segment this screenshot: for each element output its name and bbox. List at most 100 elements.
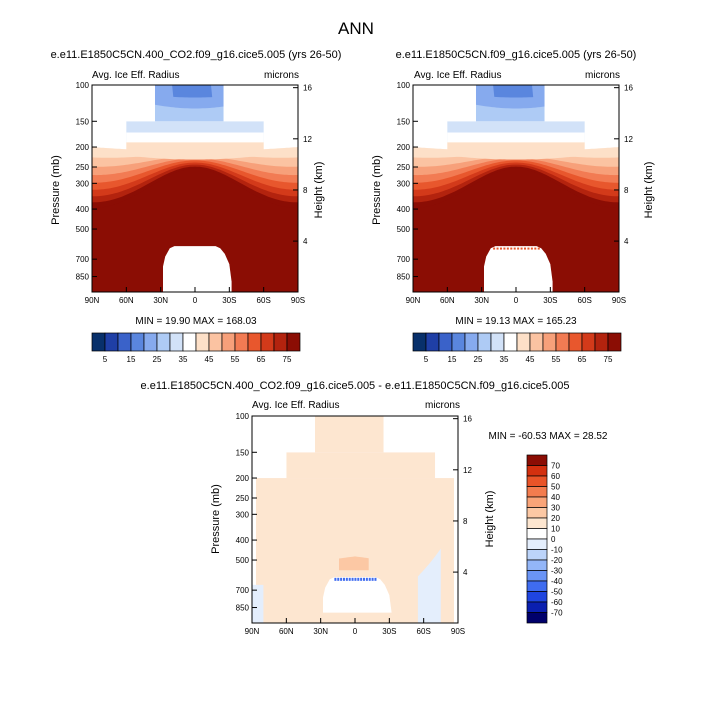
y-tick-label: 150: [397, 117, 411, 126]
colorbar-swatch: [451, 332, 466, 352]
colorbar-swatch: [130, 332, 145, 352]
band-warm: [92, 168, 298, 292]
band-neg: [360, 577, 363, 581]
band-neg: [374, 577, 377, 581]
x-tick-label: 30N: [474, 296, 489, 305]
panel-difference-ylabel: Pressure (mb): [210, 484, 222, 554]
colorbar-swatch: [425, 332, 440, 352]
y-tick-label: 400: [397, 205, 411, 214]
x-tick-label: 60N: [279, 627, 294, 636]
colorbar-swatch: [503, 332, 518, 352]
colorbar-label: 10: [551, 525, 560, 534]
y-tick-label: 400: [236, 536, 250, 545]
colorbar-label: 60: [551, 472, 560, 481]
missing-mask: [263, 85, 298, 122]
colorbar-swatch: [581, 332, 596, 352]
colorbar-swatch: [526, 528, 548, 540]
band-neg: [354, 577, 357, 581]
colorbar-swatch: [490, 332, 505, 352]
page-title: ANN: [338, 19, 374, 38]
y-right-tick-label: 16: [303, 84, 312, 93]
band-speck: [517, 247, 520, 250]
panel-co2: e.e11.E1850C5CN.400_CO2.f09_g16.cice5.00…: [50, 49, 341, 364]
x-tick-label: 0: [514, 296, 519, 305]
band-neg: [357, 577, 360, 581]
panel-co2-ylabel: Pressure (mb): [50, 155, 62, 225]
colorbar-swatch: [208, 332, 223, 352]
x-tick-label: 30N: [153, 296, 168, 305]
panel-difference-title: e.e11.E1850C5CN.400_CO2.f09_g16.cice5.00…: [141, 380, 570, 392]
colorbar-swatch: [526, 465, 548, 477]
y-tick-label: 850: [236, 604, 250, 613]
colorbar-swatch: [526, 559, 548, 571]
panel-difference-stats: MIN = -60.53 MAX = 28.52: [489, 431, 608, 442]
band-speck: [534, 247, 537, 250]
colorbar-swatch: [607, 332, 622, 352]
colorbar-swatch: [412, 332, 427, 352]
y-tick-label: 850: [76, 273, 90, 282]
missing-mask: [163, 246, 232, 292]
y-tick-label: 150: [76, 117, 90, 126]
band-neg: [371, 577, 374, 581]
x-tick-label: 30S: [543, 296, 557, 305]
colorbar-swatch: [526, 486, 548, 498]
y-tick-label: 200: [397, 143, 411, 152]
band-20: [172, 85, 213, 98]
band-speck: [510, 247, 513, 250]
y-right-tick-label: 8: [303, 186, 308, 195]
band-speck: [493, 247, 496, 250]
panel-control-right-label: microns: [585, 70, 620, 81]
colorbar-swatch: [286, 332, 301, 352]
y-tick-label: 850: [397, 273, 411, 282]
y-tick-label: 400: [76, 205, 90, 214]
band-20: [493, 85, 534, 98]
y-tick-label: 100: [236, 412, 250, 421]
panel-difference-right-label: microns: [425, 400, 460, 411]
colorbar-label: 75: [283, 355, 292, 364]
band-warm: [413, 168, 619, 292]
band-0-10: [286, 452, 436, 479]
missing-mask: [413, 121, 436, 148]
y-right-tick-label: 8: [624, 186, 629, 195]
colorbar-swatch: [526, 507, 548, 519]
x-tick-label: 30S: [382, 627, 396, 636]
missing-mask: [484, 246, 553, 292]
colorbar-swatch: [594, 332, 609, 352]
colorbar-swatch: [526, 570, 548, 582]
missing-mask: [447, 85, 476, 122]
colorbar-swatch: [526, 591, 548, 603]
missing-mask: [596, 121, 619, 148]
colorbar-label: -10: [551, 546, 563, 555]
panel-co2-right-label: microns: [264, 70, 299, 81]
panel-control-left-label: Avg. Ice Eff. Radius: [414, 70, 501, 81]
colorbar-swatch: [91, 332, 106, 352]
colorbar-swatch: [477, 332, 492, 352]
colorbar-swatch: [526, 612, 548, 624]
panel-control-colorbar: 5 15 25 35 45 55 65 75: [412, 332, 622, 364]
y-right-tick-label: 12: [303, 135, 312, 144]
y-right-tick-label: 16: [624, 84, 633, 93]
panel-control-title: e.e11.E1850C5CN.f09_g16.cice5.005 (yrs 2…: [396, 49, 637, 61]
colorbar-swatch: [526, 496, 548, 508]
missing-mask: [383, 416, 436, 453]
panel-co2-ylabel-right: Height (km): [313, 162, 325, 219]
contour-bands: [252, 416, 458, 623]
panel-control-ylabel-right: Height (km): [643, 162, 655, 219]
x-tick-label: 60N: [119, 296, 134, 305]
missing-mask: [252, 416, 287, 479]
y-tick-label: 100: [76, 81, 90, 90]
colorbar-label: -30: [551, 567, 563, 576]
band-45-upper: [447, 142, 585, 160]
colorbar-swatch: [526, 454, 548, 466]
band-speck: [513, 247, 516, 250]
colorbar-swatch: [273, 332, 288, 352]
x-tick-label: 90S: [291, 296, 305, 305]
colorbar-label: 45: [205, 355, 214, 364]
colorbar-label: 25: [474, 355, 483, 364]
colorbar-swatch: [555, 332, 570, 352]
colorbar-swatch: [117, 332, 132, 352]
panel-co2-stats: MIN = 19.90 MAX = 168.03: [135, 316, 257, 327]
missing-mask: [584, 85, 619, 122]
y-right-tick-label: 4: [624, 237, 629, 246]
